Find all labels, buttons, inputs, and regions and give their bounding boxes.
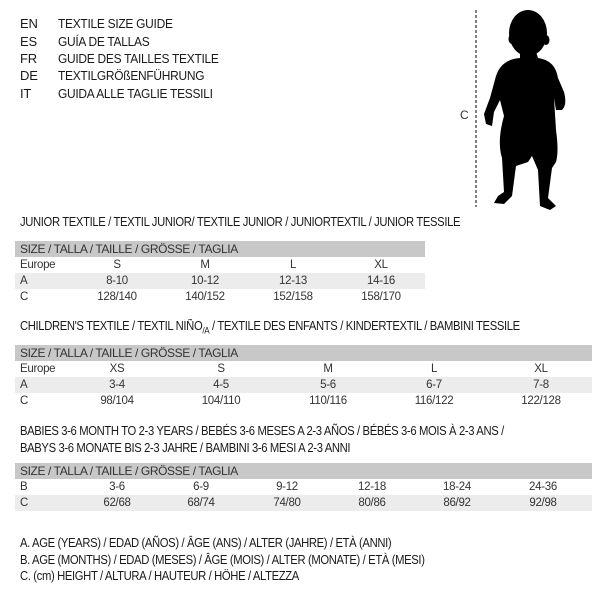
table-cell: 24-36 [529,481,557,493]
table-row: C 98/104 104/110 110/116 116/122 122/128 [15,393,592,409]
table-cell: 152/158 [273,291,313,303]
table-cell: 9-12 [276,481,298,493]
title-en: TEXTILE SIZE GUIDE [58,16,173,31]
table-cell: 10-12 [191,275,219,287]
table-cell: L [289,259,297,271]
table-cell: 6-9 [193,481,209,493]
table-cell: 92/98 [529,497,557,509]
row-label: C [20,291,29,303]
table-cell: 18-24 [443,481,471,493]
babies-size-table: SIZE / TALLA / TAILLE / GRÖSSE / TAGLIA … [15,463,592,511]
row-label: C [20,395,29,407]
table-cell: 12-18 [358,481,386,493]
legend-item-b: B. AGE (MONTHS) / EDAD (MESES) / ÂGE (MO… [20,553,425,567]
table-cell: 98/104 [100,395,134,407]
lang-code-it: IT [20,86,32,101]
table-cell: 14-16 [367,275,395,287]
babies-section-title-line1: BABIES 3-6 MONTH TO 2-3 YEARS / BEBÉS 3-… [20,424,504,438]
table-cell: 12-13 [279,275,307,287]
table-cell: 74/80 [273,497,301,509]
lang-code-en: EN [20,16,38,31]
table-header: SIZE / TALLA / TAILLE / GRÖSSE / TAGLIA [15,345,592,361]
table-cell: 68/74 [187,497,215,509]
table-cell: XL [534,363,548,375]
row-label: C [20,497,29,509]
row-label: Europe [20,363,56,375]
child-silhouette-icon [484,10,566,210]
table-cell: 4-5 [213,379,229,391]
table-cell: S [113,259,121,271]
children-size-table: SIZE / TALLA / TAILLE / GRÖSSE / TAGLIA … [15,345,592,409]
title-es: GUÍA DE TALLAS [58,34,150,49]
legend-item-a: A. AGE (YEARS) / EDAD (AÑOS) / ÂGE (ANS)… [20,536,392,550]
table-cell: 3-6 [109,481,125,493]
table-cell: 8-10 [106,275,128,287]
table-header: SIZE / TALLA / TAILLE / GRÖSSE / TAGLIA [15,463,592,479]
table-row: C 128/140 140/152 152/158 158/170 [15,289,425,305]
title-fr: GUIDE DES TAILLES TEXTILE [58,51,219,66]
table-cell: XL [374,259,388,271]
title-part: CHILDREN'S TEXTILE / TEXTIL NIÑO [20,319,203,333]
row-label: B [20,481,28,493]
lang-code-de: DE [20,68,38,83]
table-row: A 8-10 10-12 12-13 14-16 [15,273,425,289]
table-cell: L [430,363,438,375]
table-cell: 110/116 [309,395,347,407]
height-figure: C [440,0,600,215]
junior-section-title: JUNIOR TEXTILE / TEXTIL JUNIOR/ TEXTILE … [20,215,461,229]
table-row: Europe S M L XL [15,257,425,273]
table-cell: M [200,259,210,271]
title-it: GUIDA ALLE TAGLIE TESSILI [58,86,213,101]
row-label: A [20,275,28,287]
title-subscript: /A [202,325,210,336]
table-cell: 140/152 [185,291,225,303]
table-cell: 128/140 [97,291,137,303]
table-cell: 104/110 [201,395,241,407]
table-cell: 122/128 [521,395,561,407]
table-cell: 116/122 [414,395,454,407]
table-cell: M [323,363,333,375]
table-cell: 86/92 [443,497,471,509]
junior-size-table: SIZE / TALLA / TAILLE / GRÖSSE / TAGLIA … [15,241,425,305]
table-row: Europe XS S M L XL [15,361,592,377]
title-de: TEXTILGRÖßENFÜHRUNG [58,68,205,83]
lang-code-es: ES [20,34,37,49]
table-row: C 62/68 68/74 74/80 80/86 86/92 92/98 [15,495,592,511]
table-cell: S [217,363,225,375]
table-row: A 3-4 4-5 5-6 6-7 7-8 [15,377,592,393]
table-cell: 3-4 [109,379,125,391]
table-cell: 62/68 [103,497,131,509]
title-part: / TEXTILE DES ENFANTS / KINDERTEXTIL / B… [209,319,520,333]
table-header: SIZE / TALLA / TAILLE / GRÖSSE / TAGLIA [15,241,425,257]
table-cell: 158/170 [361,291,401,303]
table-cell: XS [109,363,125,375]
legend-item-c: C. (cm) HEIGHT / ALTURA / HAUTEUR / HÖHE… [20,569,299,583]
babies-section-title-line2: BABYS 3-6 MONATE BIS 2-3 JAHRE / BAMBINI… [20,441,351,455]
table-row: B 3-6 6-9 9-12 12-18 18-24 24-36 [15,479,592,495]
table-cell: 80/86 [358,497,386,509]
table-cell: 6-7 [426,379,442,391]
children-section-title: CHILDREN'S TEXTILE / TEXTIL NIÑO/A / TEX… [20,319,520,336]
row-label: Europe [20,259,56,271]
table-cell: 5-6 [320,379,336,391]
height-label: C [460,108,469,122]
lang-code-fr: FR [20,51,37,66]
row-label: A [20,379,28,391]
table-cell: 7-8 [533,379,549,391]
